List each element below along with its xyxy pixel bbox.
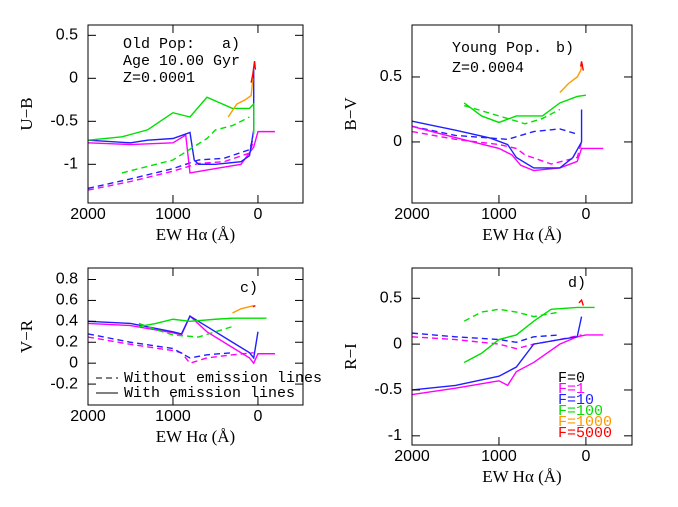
axes-frame	[87, 24, 304, 204]
series-line	[88, 130, 275, 174]
y-tick-label: 0.5	[380, 68, 402, 85]
y-tick-label: -0.2	[50, 375, 78, 392]
series-line	[88, 336, 254, 364]
series-line	[463, 308, 560, 322]
legend-label: F=1	[558, 381, 585, 398]
series-line	[227, 78, 254, 118]
y-tick-label: 0.6	[56, 292, 78, 309]
series-line	[250, 61, 257, 83]
series-line	[463, 306, 595, 364]
x-axis-label: EW Hα (Å)	[156, 427, 235, 446]
y-tick-label: -0.5	[374, 381, 402, 398]
x-tick-label: 2000	[394, 448, 430, 465]
series-line	[88, 69, 255, 166]
series-line	[138, 317, 267, 328]
y-axis-label: B−V	[341, 97, 360, 131]
x-axis-label: EW Hα (Å)	[482, 467, 561, 486]
series-line	[412, 130, 583, 165]
series-line	[412, 125, 604, 172]
series-line	[580, 61, 584, 71]
x-tick-label: 1000	[155, 408, 191, 425]
annotation: Z=0.0001	[123, 70, 195, 87]
y-tick-label: 0.5	[56, 27, 78, 44]
series-line	[121, 116, 250, 174]
annotation: Young Pop.	[452, 40, 542, 57]
y-axis-label: U−B	[17, 97, 36, 130]
series-line	[412, 334, 582, 350]
y-tick-label: -0.5	[50, 113, 78, 130]
annotation: c)	[240, 280, 258, 297]
panel: 2000 1000 0 0.5 0 -0.5 -1 EW Hα (Å) U−B Old Pop:A…	[17, 24, 304, 244]
axes-frame	[87, 267, 304, 406]
series-line	[252, 305, 256, 308]
panel: 2000 1000 00.50-0.5-1EW Hα (Å)R−Id)F=0F=1F…	[341, 267, 633, 486]
y-tick-label: 0.4	[56, 313, 78, 330]
y-tick-label: -1	[64, 156, 78, 173]
plot-area	[412, 61, 604, 172]
y-tick-label: 0	[69, 354, 78, 371]
series-line	[138, 322, 233, 338]
legend-label: F=1000	[558, 414, 612, 431]
y-axis-label: R−I	[341, 343, 360, 370]
series-line	[232, 304, 254, 314]
x-tick-label: 2000	[70, 206, 106, 223]
series-line	[412, 125, 578, 141]
annotation: b)	[556, 40, 574, 57]
series-line	[88, 333, 233, 359]
annotation: Old Pop:	[123, 36, 195, 53]
legend-label: Without emission lines	[124, 370, 322, 387]
y-tick-label: 0	[393, 133, 402, 150]
legend-label: With emission lines	[124, 385, 295, 402]
series-line	[88, 136, 255, 190]
annotation: d)	[568, 275, 586, 292]
x-axis-label: EW Hα (Å)	[156, 225, 235, 244]
series-line	[88, 315, 259, 360]
annotation: a)	[222, 36, 240, 53]
x-tick-label: 0	[581, 206, 590, 223]
panel: 2000 1000 0 0.5 0 EW Hα (Å) B−V Young Pop. b) Z=0…	[341, 24, 633, 244]
plot-area	[88, 304, 275, 365]
panel: 2000 1000 0 0.8 0.6 0.4 0.2 0 -0.2 EW Hα (Å) V−R c)…	[17, 267, 322, 446]
y-tick-label: 0.2	[56, 333, 78, 350]
series-line	[578, 298, 584, 306]
x-tick-label: 2000	[70, 408, 106, 425]
y-tick-label: 0.5	[380, 289, 402, 306]
legend-label: F=0	[558, 370, 585, 387]
y-axis-label: V−R	[17, 319, 36, 353]
annotation: Z=0.0004	[452, 60, 524, 77]
x-tick-label: 2000	[394, 206, 430, 223]
y-tick-label: 0.8	[56, 271, 78, 288]
y-tick-label: 0	[69, 70, 78, 87]
y-tick-label: 0	[393, 335, 402, 352]
plot-area	[88, 61, 275, 191]
x-tick-label: 1000	[155, 206, 191, 223]
x-tick-label: 0	[254, 206, 263, 223]
plot-area	[412, 298, 604, 396]
annotation: Age 10.00 Gyr	[123, 53, 240, 70]
legend-label: F=100	[558, 403, 603, 420]
y-tick-label: -1	[388, 427, 402, 444]
x-tick-label: 0	[581, 448, 590, 465]
axes-frame	[411, 267, 633, 446]
x-tick-label: 1000	[481, 206, 517, 223]
x-tick-label: 1000	[481, 448, 517, 465]
series-line	[412, 334, 604, 396]
series-line	[412, 109, 583, 169]
legend-label: F=5000	[558, 425, 612, 442]
series-line	[88, 96, 255, 141]
axes-frame	[411, 24, 633, 204]
series-line	[412, 316, 583, 391]
series-line	[463, 94, 587, 124]
series-line	[463, 104, 561, 125]
legend-label: F=10	[558, 392, 594, 409]
x-axis-label: EW Hα (Å)	[482, 225, 561, 244]
x-tick-label: 0	[254, 408, 263, 425]
series-line	[559, 63, 584, 94]
